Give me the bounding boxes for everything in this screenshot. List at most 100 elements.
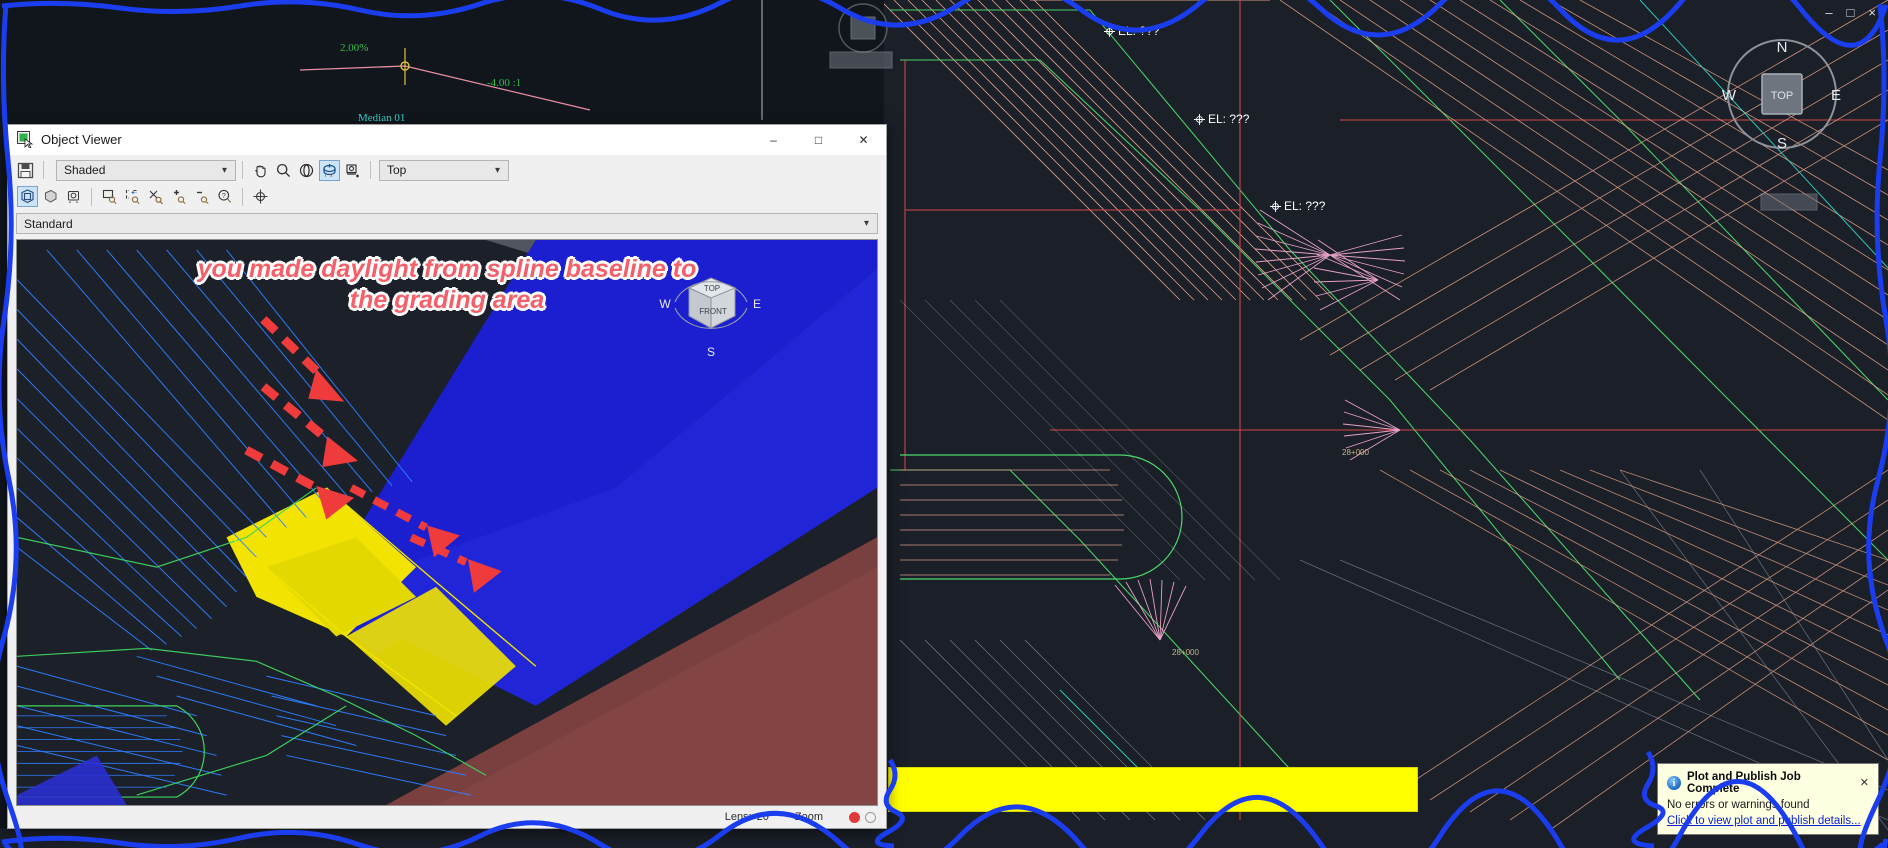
zoom-object-icon[interactable] (40, 186, 61, 207)
svg-text:N: N (1777, 39, 1788, 56)
svg-text:W: W (659, 297, 671, 311)
elevation-marker-icon (1194, 113, 1205, 125)
zoom-dynamic-icon[interactable] (145, 186, 166, 207)
zoom-label: Zoom (794, 811, 823, 823)
host-wcs-button[interactable] (1760, 192, 1818, 212)
host-wcs-label[interactable] (828, 50, 894, 70)
elevation-label-3: EL: ??? (1270, 199, 1325, 213)
svg-text:E: E (753, 297, 761, 311)
viewport-3d-scene (17, 240, 877, 805)
host-window-controls[interactable]: – □ × (1825, 6, 1876, 19)
svg-text:S: S (707, 345, 715, 359)
station-label-2: 28+000 (1172, 648, 1199, 657)
continuous-orbit-icon[interactable] (342, 160, 363, 181)
ov-close-button[interactable]: ✕ (841, 125, 886, 155)
info-icon: i (1667, 776, 1681, 790)
zoom-realtime-icon[interactable] (63, 186, 84, 207)
ov-minimize-button[interactable]: – (751, 125, 796, 155)
toolbar-separator (242, 161, 243, 179)
host-minimize-button[interactable]: – (1825, 5, 1833, 20)
station-label-1: 28+000 (1342, 448, 1369, 457)
zoom-magnifier-icon[interactable] (273, 160, 294, 181)
view-preset-value: Top (387, 163, 407, 177)
svg-text:?: ? (222, 193, 226, 200)
visual-style-manager-value: Standard (24, 216, 73, 231)
object-viewer-statusbar: Lens: 20 Zoom (8, 806, 886, 828)
elevation-label-text: EL: ??? (1284, 199, 1326, 213)
svg-text:W: W (1722, 87, 1737, 104)
viewcube-compass-glyph: TOP N S E W (1722, 39, 1841, 152)
chevron-down-icon: ▾ (863, 218, 869, 229)
status-dot-red-icon (849, 811, 860, 823)
toolbar-visual-style-manager: Standard ▾ (8, 211, 886, 239)
object-viewer-dialog[interactable]: Object Viewer – □ ✕ Shad (7, 124, 887, 829)
object-viewer-icon (17, 131, 34, 148)
pan-hand-icon[interactable] (250, 160, 271, 181)
svg-text:x: x (330, 173, 333, 179)
grade-percent-label: 2.00% (340, 42, 369, 54)
notification-header: i Plot and Publish Job Complete ✕ (1667, 771, 1869, 795)
visual-style-manager-combo[interactable]: Standard ▾ (16, 213, 878, 234)
host-close-button[interactable]: × (1868, 5, 1876, 20)
toolbar-primary: Shaded ▾ (8, 155, 886, 183)
wcs-box-glyph (1760, 193, 1818, 211)
free-orbit-icon[interactable]: I x (319, 159, 340, 181)
zoom-window-icon[interactable] (99, 186, 120, 207)
notification-title: Plot and Publish Job Complete (1687, 771, 1801, 795)
lens-indicator: Lens: 20 (725, 811, 769, 823)
toolbar-secondary: ? (8, 183, 886, 211)
plot-publish-notification[interactable]: i Plot and Publish Job Complete ✕ No err… (1657, 763, 1879, 835)
svg-text:FRONT: FRONT (699, 307, 727, 316)
chevron-down-icon: ▾ (221, 164, 227, 176)
host-maximize-button[interactable]: □ (1846, 5, 1855, 20)
viewport-viewcube[interactable]: TOP FRONT E W S (657, 264, 765, 362)
elevation-label-1: EL: ??? (1104, 24, 1159, 38)
elevation-label-text: EL: ??? (1208, 112, 1250, 126)
svg-text:E: E (1831, 87, 1841, 104)
constrained-orbit-icon[interactable] (296, 160, 317, 181)
notification-details-link[interactable]: Click to view plot and publish details..… (1667, 815, 1861, 827)
command-line-bar[interactable] (888, 767, 1418, 812)
svg-text:TOP: TOP (1771, 90, 1793, 102)
lens-value: 20 (756, 811, 769, 823)
median-label: Median 01 (358, 112, 406, 124)
host-viewcube[interactable]: TOP N S E W (1718, 30, 1846, 158)
notification-body: No errors or warnings found (1667, 799, 1810, 811)
notification-close-button[interactable]: ✕ (1859, 776, 1869, 789)
view-preset-combo[interactable]: Top ▾ (379, 159, 509, 181)
object-viewer-titlebar[interactable]: Object Viewer – □ ✕ (8, 125, 886, 155)
object-viewer-toolbars: Shaded ▾ (8, 155, 886, 239)
toolbar-separator (370, 161, 371, 179)
zoom-in-icon[interactable] (168, 186, 189, 207)
status-dot-white-icon (865, 811, 876, 823)
lens-label: Lens: (724, 811, 752, 823)
elevation-marker-icon (1104, 25, 1115, 37)
object-viewer-title: Object Viewer (41, 132, 122, 147)
zoom-previous-icon[interactable]: ? (214, 186, 235, 207)
elevation-label-text: EL: ??? (1118, 24, 1160, 38)
zoom-out-icon[interactable] (191, 186, 212, 207)
status-indicator-lights[interactable] (849, 811, 876, 823)
ov-maximize-button[interactable]: □ (796, 125, 841, 155)
zoom-extents-icon[interactable] (17, 186, 38, 207)
toolbar-separator (43, 161, 44, 179)
target-crosshair-icon[interactable] (250, 186, 271, 207)
zoom-indicator: Zoom (795, 811, 823, 823)
zoom-scale-icon[interactable] (122, 186, 143, 207)
toolbar-separator (242, 187, 243, 206)
svg-text:S: S (1777, 135, 1787, 152)
save-icon[interactable] (15, 160, 36, 181)
toolbar-separator (91, 187, 92, 206)
visual-style-combo[interactable]: Shaded ▾ (56, 159, 236, 181)
viewcube-glyph: TOP FRONT E W S (659, 277, 761, 359)
svg-text:TOP: TOP (704, 284, 720, 293)
chevron-down-icon: ▾ (494, 164, 500, 176)
object-viewer-window-controls[interactable]: – □ ✕ (751, 125, 886, 154)
visual-style-value: Shaded (64, 163, 106, 177)
object-viewer-3d-viewport[interactable]: you made daylight from spline baseline t… (16, 239, 878, 806)
elevation-label-2: EL: ??? (1194, 112, 1249, 126)
wcs-box-glyph (829, 51, 893, 69)
elevation-marker-icon (1270, 200, 1281, 212)
svg-text:I: I (325, 173, 326, 179)
